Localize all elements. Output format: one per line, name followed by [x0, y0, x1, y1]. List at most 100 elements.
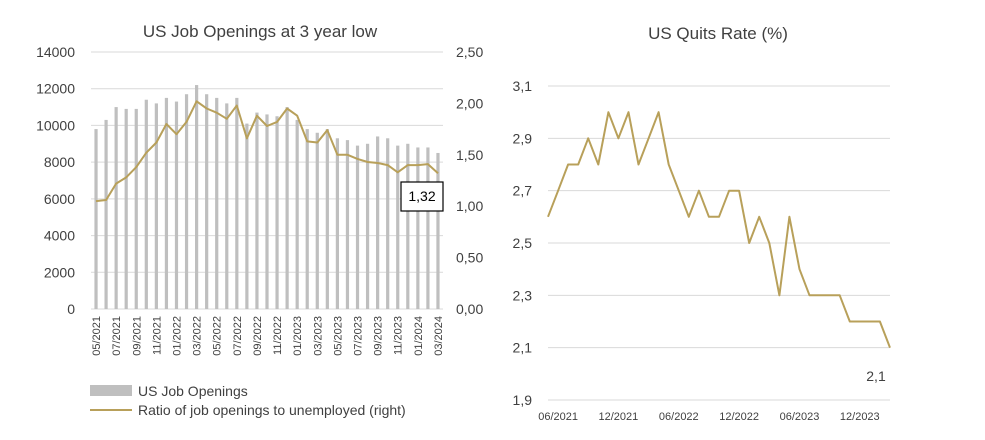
- job-openings-bar: [164, 97, 169, 310]
- quits-end-label: 2,1: [866, 368, 886, 384]
- right-y-tick-label: 2,50: [456, 44, 483, 60]
- quits-gridlines: [548, 85, 890, 401]
- job-openings-bar: [365, 143, 370, 309]
- job-openings-bars: [94, 85, 440, 310]
- job-openings-bar: [154, 103, 158, 310]
- job-openings-bar: [215, 97, 219, 310]
- ratio-line: [95, 100, 439, 203]
- left-x-tick-label: 03/2022: [192, 316, 204, 356]
- job-openings-bar: [305, 129, 309, 309]
- quits-y-tick-label: 2,7: [513, 183, 533, 199]
- job-openings-bar: [184, 94, 189, 309]
- left-x-tick-label: 07/2021: [111, 316, 123, 356]
- quits-y-tick-label: 1,9: [513, 392, 533, 408]
- job-openings-bar: [275, 116, 279, 309]
- job-openings-bar: [315, 132, 319, 309]
- quits-rate-chart: US Quits Rate (%) 1,92,12,32,52,72,93,1 …: [513, 24, 891, 423]
- right-y-tick-label: 1,00: [456, 198, 483, 214]
- ratio-callout-box: [400, 181, 444, 212]
- left-x-tick-label: 09/2022: [252, 316, 264, 356]
- quits-x-tick-label: 06/2022: [659, 411, 699, 423]
- job-openings-bar: [426, 147, 430, 309]
- left-y-axis-ticks: 0 2000 4000 6000 8000 10000 12000 14000: [36, 44, 75, 317]
- right-chart-title: US Quits Rate (%): [648, 24, 788, 43]
- quits-y-tick-label: 2,1: [513, 340, 533, 356]
- ratio-callout: 1,32: [400, 181, 444, 212]
- left-x-tick-label: 01/2023: [292, 316, 304, 356]
- job-openings-bar: [134, 108, 138, 310]
- legend-bar-swatch: [90, 385, 132, 396]
- right-y-tick-label: 1,50: [456, 147, 483, 163]
- job-openings-bar: [114, 107, 118, 309]
- job-openings-bar: [416, 147, 420, 309]
- ratio-line-layer: [95, 100, 439, 203]
- job-openings-bar: [396, 145, 400, 309]
- job-openings-bar: [205, 94, 209, 309]
- job-openings-bar: [265, 114, 269, 310]
- left-y-tick-label: 10000: [36, 117, 75, 133]
- left-y-tick-label: 2000: [44, 264, 75, 280]
- quits-y-tick-label: 2,3: [513, 287, 533, 303]
- left-x-tick-label: 01/2024: [413, 316, 425, 356]
- job-openings-bar: [195, 85, 199, 310]
- left-x-tick-label: 03/2023: [312, 316, 324, 356]
- left-x-tick-label: 05/2022: [212, 316, 224, 356]
- job-openings-bar: [285, 107, 289, 309]
- quits-x-tick-label: 12/2022: [719, 411, 759, 423]
- job-openings-bar: [406, 143, 410, 309]
- left-chart-title: US Job Openings at 3 year low: [143, 22, 378, 41]
- right-y-axis-ticks: 0,00 0,50 1,00 1,50 2,00 2,50: [456, 44, 483, 317]
- quits-y-tick-label: 3,1: [513, 78, 533, 94]
- left-y-tick-label: 4000: [44, 228, 75, 244]
- left-x-tick-label: 09/2023: [373, 316, 385, 356]
- quits-rate-line: [547, 111, 891, 349]
- left-x-tick-label: 09/2021: [131, 316, 143, 356]
- quits-y-tick-label: 2,9: [513, 130, 533, 146]
- quits-x-tick-label: 12/2023: [840, 411, 880, 423]
- quits-x-axis-ticks: 06/2021 12/2021 06/2022 12/2022 06/2023 12/20…: [538, 411, 879, 423]
- job-openings-bar: [225, 103, 229, 310]
- left-x-axis-ticks: 05/2021 07/2021 09/2021 11/2021 01/2022 03/20…: [91, 316, 445, 356]
- job-openings-bar: [325, 129, 329, 309]
- quits-y-axis-ticks: 1,9 2,1 2,3 2,5 2,7 2,9 3,1: [513, 78, 533, 408]
- quits-x-tick-label: 06/2023: [780, 411, 820, 423]
- left-x-tick-label: 07/2022: [232, 316, 244, 356]
- left-y-tick-label: 8000: [44, 154, 75, 170]
- legend-line-label: Ratio of job openings to unemployed (rig…: [138, 402, 406, 418]
- job-openings-bar: [255, 112, 259, 309]
- left-x-tick-label: 03/2024: [433, 316, 445, 356]
- job-openings-chart: US Job Openings at 3 year low 0 2000 4000 6…: [36, 22, 483, 418]
- job-openings-bar: [174, 101, 179, 309]
- quits-line-layer: [547, 111, 891, 349]
- job-openings-bar: [436, 152, 440, 309]
- left-y-tick-label: 6000: [44, 191, 75, 207]
- job-openings-bar: [345, 140, 350, 309]
- job-openings-bar: [245, 123, 249, 309]
- job-openings-bar: [335, 138, 339, 309]
- right-y-tick-label: 0,00: [456, 301, 483, 317]
- job-openings-bar: [376, 136, 380, 309]
- job-openings-bar: [144, 99, 148, 309]
- left-y-tick-label: 0: [67, 301, 75, 317]
- left-x-tick-label: 07/2023: [353, 316, 365, 356]
- job-openings-bar: [235, 97, 239, 310]
- job-openings-bar: [386, 138, 390, 309]
- left-x-tick-label: 05/2021: [91, 316, 103, 356]
- legend-bar-label: US Job Openings: [138, 383, 248, 399]
- quits-x-tick-label: 12/2021: [599, 411, 639, 423]
- right-y-tick-label: 2,00: [456, 95, 483, 111]
- left-x-tick-label: 11/2023: [393, 316, 405, 355]
- ratio-callout-label: 1,32: [408, 188, 435, 204]
- job-openings-bar: [94, 129, 98, 309]
- left-x-tick-label: 05/2023: [332, 316, 344, 356]
- left-legend: US Job Openings Ratio of job openings to…: [90, 383, 406, 418]
- quits-y-tick-label: 2,5: [513, 235, 533, 251]
- left-x-tick-label: 01/2022: [172, 316, 184, 356]
- job-openings-bar: [355, 145, 360, 309]
- left-x-tick-label: 11/2022: [272, 316, 284, 355]
- job-openings-bar: [295, 119, 299, 310]
- left-y-tick-label: 12000: [36, 81, 75, 97]
- job-openings-bar: [104, 119, 108, 310]
- left-y-tick-label: 14000: [36, 44, 75, 60]
